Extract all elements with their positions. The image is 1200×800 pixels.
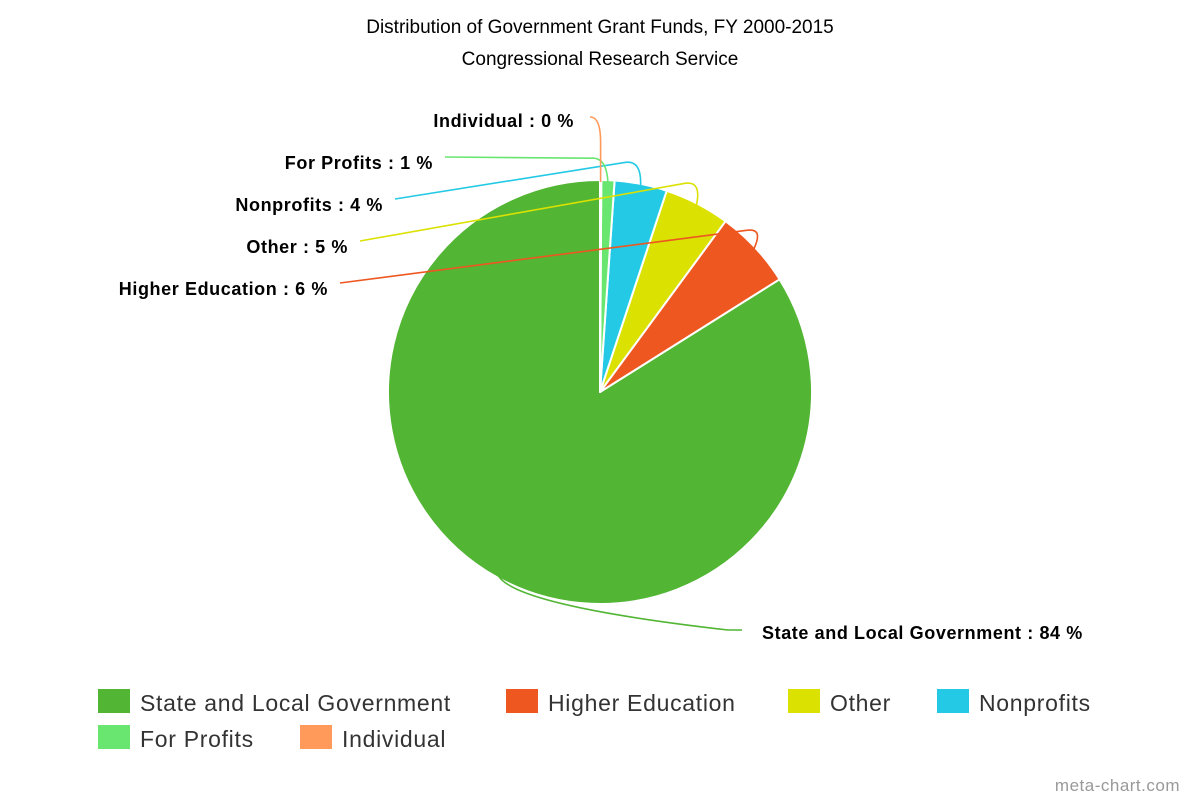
legend-label-for-profits: For Profits [140, 726, 254, 752]
legend-label-higher-education: Higher Education [548, 690, 736, 716]
legend: State and Local Government Higher Educati… [98, 689, 1091, 752]
legend-swatch-higher-education [506, 689, 538, 713]
legend-swatch-for-profits [98, 725, 130, 749]
legend-label-nonprofits: Nonprofits [979, 690, 1091, 716]
legend-swatch-nonprofits [937, 689, 969, 713]
credit-text: meta-chart.com [1055, 776, 1180, 795]
leader-line-for-profits [444, 156, 609, 183]
legend-item-state-and-local-government[interactable]: State and Local Government [98, 689, 451, 716]
legend-swatch-other [788, 689, 820, 713]
legend-label-other: Other [830, 690, 891, 716]
pie-slice-individual [599, 178, 603, 393]
legend-item-higher-education[interactable]: Higher Education [506, 689, 736, 716]
slice-label-state-and-local-government: State and Local Government : 84 % [762, 623, 1083, 643]
slice-label-nonprofits: Nonprofits : 4 % [235, 195, 383, 215]
slice-label-higher-education: Higher Education : 6 % [119, 279, 328, 299]
slice-label-individual: Individual : 0 % [433, 111, 574, 131]
legend-label-state-and-local-government: State and Local Government [140, 690, 451, 716]
leader-line-individual [589, 116, 602, 182]
legend-item-for-profits[interactable]: For Profits [98, 725, 254, 752]
label-leader-lines [339, 116, 759, 631]
leader-line-other [359, 182, 699, 242]
legend-swatch-individual [300, 725, 332, 749]
pie-slice-state-and-local-government [387, 179, 814, 605]
leader-line-nonprofits [394, 161, 642, 200]
chart-subtitle: Congressional Research Service [462, 49, 739, 70]
legend-item-individual[interactable]: Individual [300, 725, 446, 752]
legend-item-nonprofits[interactable]: Nonprofits [937, 689, 1091, 716]
leader-line-state-and-local-government [497, 575, 742, 631]
legend-item-other[interactable]: Other [788, 689, 891, 716]
slice-label-other: Other : 5 % [246, 237, 348, 257]
chart-title: Distribution of Government Grant Funds, … [366, 17, 834, 38]
slice-label-for-profits: For Profits : 1 % [285, 153, 433, 173]
leader-line-higher-education [339, 229, 759, 284]
slice-labels: State and Local Government : 84 % Higher … [119, 111, 1083, 643]
pie-slices [387, 178, 814, 605]
legend-swatch-state-and-local-government [98, 689, 130, 713]
legend-label-individual: Individual [342, 726, 446, 752]
